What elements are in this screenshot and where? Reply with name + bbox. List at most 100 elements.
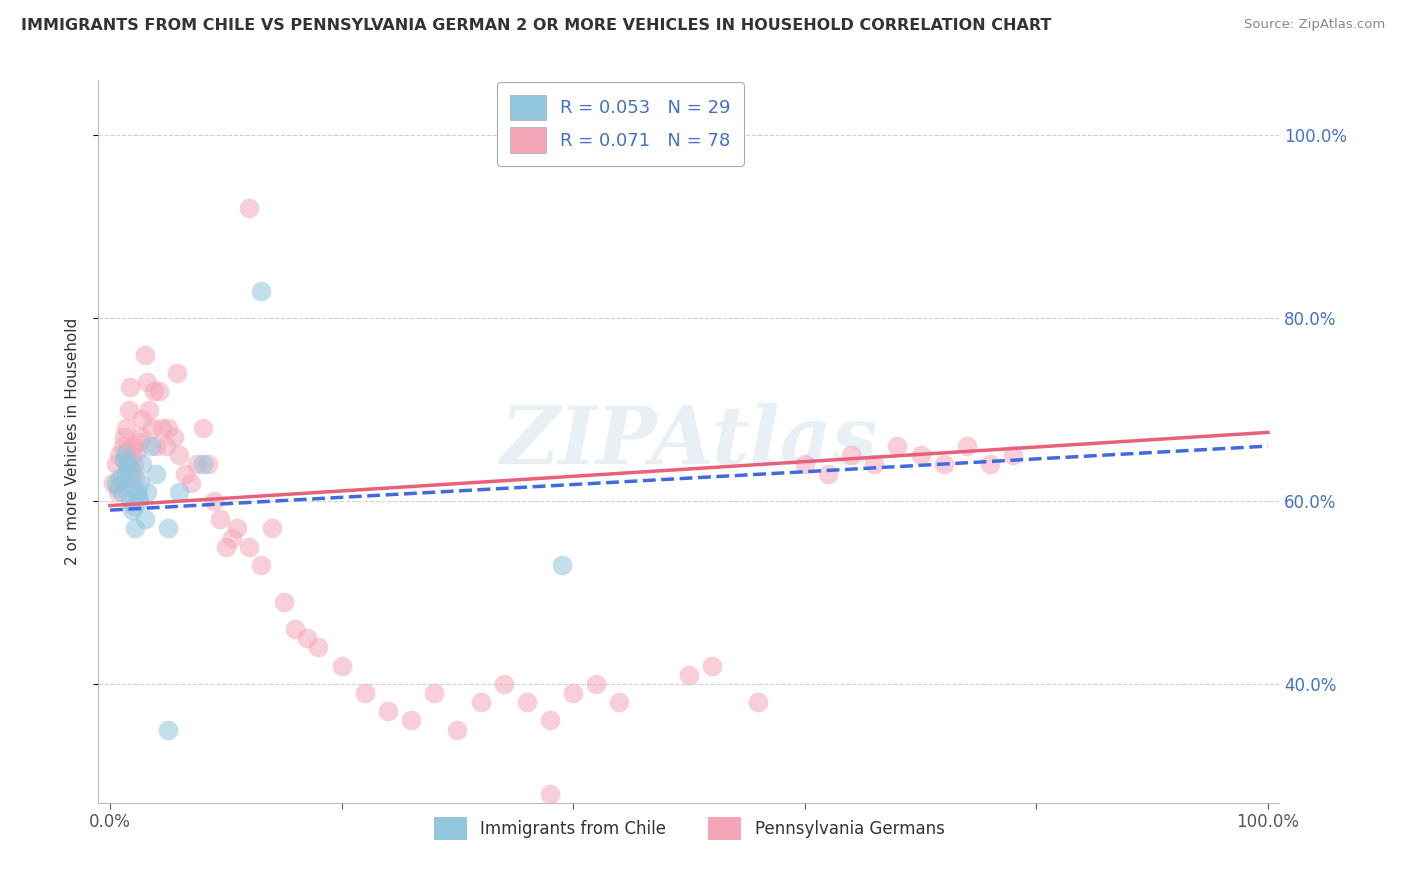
Point — [273, 594, 295, 608]
Point — [114, 453, 136, 467]
Point — [127, 490, 149, 504]
Text: ZIPAtlas: ZIPAtlas — [501, 403, 877, 480]
Point — [115, 467, 138, 481]
Point — [124, 499, 146, 513]
Point — [538, 787, 561, 801]
Point — [117, 458, 139, 472]
Point — [886, 439, 908, 453]
Point — [221, 531, 243, 545]
Point — [956, 439, 979, 453]
Point — [180, 475, 202, 490]
Point — [202, 494, 225, 508]
Point — [191, 421, 214, 435]
Point — [156, 723, 179, 737]
Point — [155, 439, 177, 453]
Point — [110, 484, 132, 499]
Point — [249, 558, 271, 572]
Point — [238, 202, 260, 216]
Point — [139, 439, 162, 453]
Point — [470, 695, 492, 709]
Point — [112, 430, 135, 444]
Point — [136, 484, 159, 499]
Point — [156, 521, 179, 535]
Point — [118, 494, 141, 508]
Point — [128, 494, 150, 508]
Point — [377, 704, 399, 718]
Point — [117, 462, 139, 476]
Point — [550, 558, 572, 572]
Point — [197, 458, 219, 472]
Point — [122, 439, 145, 453]
Point — [700, 658, 723, 673]
Point — [1002, 448, 1025, 462]
Point — [863, 458, 886, 472]
Point — [492, 677, 515, 691]
Point — [910, 448, 932, 462]
Point — [284, 622, 307, 636]
Point — [124, 458, 146, 472]
Point — [839, 448, 862, 462]
Point — [111, 439, 134, 453]
Point — [208, 512, 231, 526]
Point — [121, 503, 143, 517]
Point — [107, 480, 129, 494]
Point — [120, 471, 142, 485]
Point — [125, 484, 148, 499]
Point — [136, 375, 159, 389]
Point — [562, 686, 585, 700]
Point — [104, 458, 127, 472]
Point — [423, 686, 446, 700]
Point — [330, 658, 353, 673]
Point — [110, 471, 132, 485]
Point — [166, 366, 188, 380]
Point — [932, 458, 955, 472]
Point — [295, 631, 318, 645]
Point — [128, 434, 150, 449]
Point — [107, 484, 129, 499]
Point — [145, 439, 167, 453]
Point — [163, 430, 186, 444]
Point — [134, 348, 156, 362]
Point — [191, 458, 214, 472]
Point — [215, 540, 238, 554]
Point — [131, 411, 153, 425]
Point — [174, 467, 197, 481]
Point — [353, 686, 375, 700]
Point — [399, 714, 422, 728]
Point — [307, 640, 329, 655]
Y-axis label: 2 or more Vehicles in Household: 2 or more Vehicles in Household — [65, 318, 80, 566]
Point — [115, 421, 138, 435]
Point — [122, 480, 145, 494]
Point — [446, 723, 468, 737]
Point — [226, 521, 249, 535]
Legend: Immigrants from Chile, Pennsylvania Germans: Immigrants from Chile, Pennsylvania Germ… — [425, 808, 953, 848]
Point — [747, 695, 769, 709]
Point — [585, 677, 607, 691]
Point — [134, 512, 156, 526]
Point — [110, 471, 132, 485]
Point — [609, 695, 631, 709]
Point — [979, 458, 1001, 472]
Point — [112, 453, 135, 467]
Point — [117, 402, 139, 417]
Point — [169, 484, 191, 499]
Point — [141, 421, 163, 435]
Point — [114, 448, 136, 462]
Point — [186, 458, 208, 472]
Point — [678, 667, 700, 681]
Point — [117, 443, 139, 458]
Point — [538, 714, 561, 728]
Point — [817, 467, 839, 481]
Point — [262, 521, 284, 535]
Point — [104, 475, 127, 490]
Text: IMMIGRANTS FROM CHILE VS PENNSYLVANIA GERMAN 2 OR MORE VEHICLES IN HOUSEHOLD COR: IMMIGRANTS FROM CHILE VS PENNSYLVANIA GE… — [21, 18, 1052, 33]
Point — [121, 448, 143, 462]
Point — [150, 421, 173, 435]
Point — [124, 521, 146, 535]
Point — [129, 475, 152, 490]
Point — [516, 695, 538, 709]
Point — [138, 402, 160, 417]
Point — [169, 448, 191, 462]
Point — [148, 384, 170, 399]
Point — [793, 458, 815, 472]
